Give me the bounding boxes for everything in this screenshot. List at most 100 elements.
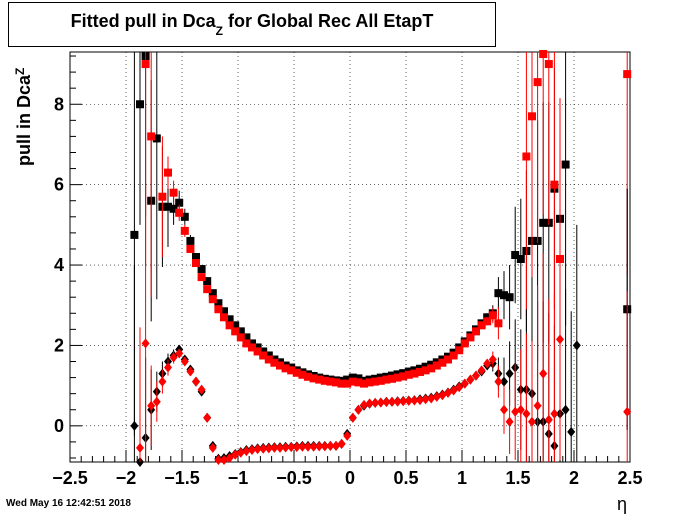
diamond-marker (281, 442, 290, 453)
diamond-marker (298, 441, 307, 452)
y-tick-label: 2 (54, 335, 64, 355)
diamond-marker (550, 408, 559, 419)
diamond-marker (264, 443, 273, 454)
square-marker (623, 70, 632, 79)
square-marker (315, 375, 324, 384)
square-marker (136, 100, 144, 109)
square-marker (169, 188, 178, 197)
diamond-marker (376, 397, 385, 408)
square-marker (208, 295, 217, 304)
square-marker (287, 366, 296, 375)
square-marker (354, 378, 363, 387)
diamond-marker (326, 440, 335, 451)
square-marker (561, 160, 570, 169)
diamond-marker (393, 396, 402, 407)
square-marker (488, 311, 497, 320)
square-marker (348, 377, 357, 386)
square-marker (544, 60, 553, 69)
square-marker (175, 208, 184, 217)
square-marker (550, 180, 559, 189)
square-marker (444, 355, 452, 364)
square-marker (231, 327, 240, 336)
chart-title-main: Fitted pull in Dca (70, 11, 216, 31)
square-marker (130, 230, 139, 239)
square-marker (186, 236, 195, 245)
diamond-marker (432, 391, 441, 402)
diamond-marker (152, 396, 161, 407)
square-marker (505, 293, 514, 302)
diamond-marker (309, 441, 318, 452)
square-marker (259, 347, 268, 356)
square-marker (399, 372, 408, 381)
diamond-marker (572, 340, 581, 351)
square-marker (248, 339, 256, 348)
diamond-marker (225, 452, 234, 463)
square-marker (348, 373, 357, 382)
square-marker (304, 372, 312, 381)
diamond-marker (315, 441, 324, 452)
diamond-marker (494, 376, 503, 387)
y-axis-label-sub: Z (13, 67, 27, 75)
diamond-marker (236, 447, 245, 458)
x-tick-label: 0.5 (393, 468, 418, 488)
square-marker (248, 343, 256, 352)
square-marker (208, 289, 217, 298)
diamond-marker (186, 366, 195, 377)
diamond-marker (544, 414, 553, 425)
square-marker (242, 339, 251, 348)
x-tick-label: −0.5 (276, 468, 312, 488)
square-marker (371, 377, 380, 386)
diamond-marker (623, 406, 632, 417)
diamond-marker (337, 438, 346, 449)
square-marker (388, 374, 396, 383)
square-marker (326, 377, 335, 386)
diamond-marker (522, 408, 531, 419)
diamond-marker (253, 444, 262, 455)
y-tick-label: 6 (54, 175, 64, 195)
square-marker (214, 305, 223, 314)
diamond-marker (208, 442, 217, 453)
square-marker (455, 346, 464, 355)
square-marker (416, 367, 424, 376)
diamond-marker (158, 376, 167, 387)
chart-title: Fitted pull in DcaZ for Global Rec All E… (9, 11, 495, 38)
y-tick-label: 0 (54, 416, 64, 436)
x-tick-label: 2.5 (617, 468, 642, 488)
x-tick-label: 1.5 (505, 468, 530, 488)
square-marker (220, 307, 228, 316)
square-marker (276, 361, 284, 370)
diamond-marker (427, 393, 436, 404)
square-marker (281, 364, 290, 373)
square-marker (460, 339, 469, 348)
y-axis-label: pull in DcaZ (13, 67, 35, 166)
square-marker (494, 319, 503, 328)
square-marker (147, 132, 156, 141)
diamond-marker (421, 394, 430, 405)
chart-title-rest: for Global Rec All EtapT (223, 11, 434, 31)
square-marker (500, 291, 508, 300)
square-marker (292, 368, 301, 377)
square-marker (472, 327, 480, 336)
square-marker (169, 204, 178, 213)
square-marker (309, 374, 318, 383)
square-marker (141, 60, 150, 69)
diamond-marker (203, 412, 212, 423)
diamond-marker (348, 412, 357, 423)
square-marker (253, 347, 262, 356)
diamond-marker (477, 365, 486, 376)
square-marker (421, 366, 430, 375)
diamond-marker (343, 430, 352, 441)
diamond-marker (449, 385, 458, 396)
x-tick-label: 2 (569, 468, 579, 488)
diamond-marker (354, 404, 363, 415)
diamond-marker (360, 399, 368, 410)
square-marker (466, 333, 475, 342)
square-marker (404, 370, 413, 379)
diamond-marker (410, 395, 419, 406)
diamond-marker (169, 352, 178, 363)
square-marker (382, 375, 391, 384)
diamond-marker (136, 442, 144, 453)
diamond-marker (180, 356, 189, 367)
diamond-marker (259, 443, 268, 454)
square-marker (225, 315, 234, 324)
